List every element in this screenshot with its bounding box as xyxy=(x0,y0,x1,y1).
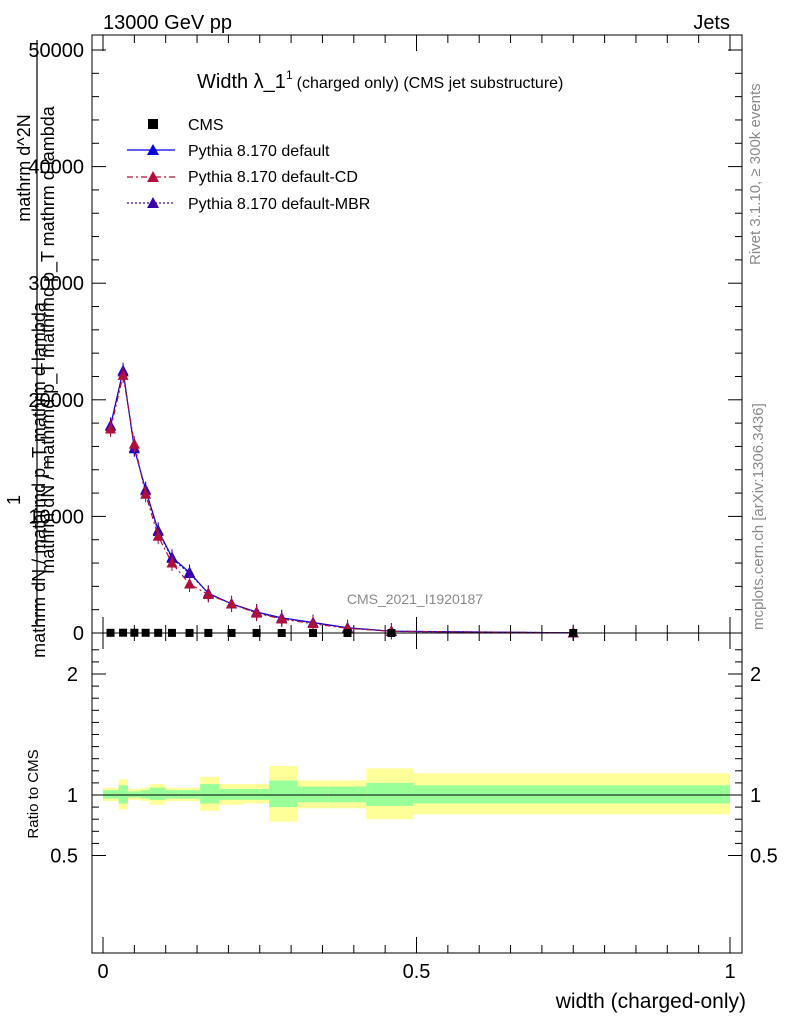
main-y-tick-label: 20000 xyxy=(28,390,84,412)
band-1sigma xyxy=(103,790,119,799)
legend-label-mbr: Pythia 8.170 default-MBR xyxy=(188,196,370,213)
point-pythia-8-170-default-cd xyxy=(251,607,263,618)
series-line-pythia-8-170-default-mbr xyxy=(109,371,574,634)
point-pythia-8-170-default-cd xyxy=(202,588,214,600)
band-1sigma xyxy=(244,788,270,800)
band-1sigma xyxy=(118,785,129,804)
ratio-ylabel: Ratio to CMS xyxy=(25,749,42,838)
rivet-label: Rivet 3.1.10, ≥ 300k events xyxy=(747,83,764,265)
point-pythia-8-170-default-cd xyxy=(117,369,129,380)
point-pythia-8-170-default-cd xyxy=(226,597,238,609)
header-left: 13000 GeV pp xyxy=(103,12,232,34)
point-pythia-8-170-default-cd xyxy=(166,557,178,568)
band-1sigma xyxy=(413,785,730,804)
band-1sigma xyxy=(128,791,141,798)
ratio-y-tick-label: 0.5 xyxy=(50,846,78,868)
ratio-y-tick-label: 2 xyxy=(67,664,78,686)
chart-title: Width λ_11 (charged only) (CMS jet substr… xyxy=(197,68,563,93)
chart-subtitle: (charged only) (CMS jet substructure) xyxy=(297,75,564,92)
band-1sigma xyxy=(178,790,201,799)
ratio-y-tick-label-right: 2 xyxy=(750,664,761,686)
legend-label-default: Pythia 8.170 default xyxy=(188,143,330,160)
band-1sigma xyxy=(297,786,329,803)
band-1sigma xyxy=(269,780,298,808)
x-axis-label: width (charged-only) xyxy=(555,990,746,1013)
analysis-label: CMS_2021_I1920187 xyxy=(347,591,483,607)
band-1sigma xyxy=(200,784,219,804)
ratio-x-axis: 0 0.5 1 xyxy=(97,633,736,983)
series-line-pythia-8-170-default xyxy=(109,370,574,634)
point-pythia-8-170-default-cd xyxy=(152,530,164,541)
legend-label-cd: Pythia 8.170 default-CD xyxy=(188,169,358,186)
x-tick-label: 0 xyxy=(97,961,108,983)
band-1sigma xyxy=(328,786,367,803)
point-pythia-8-170-default-cd xyxy=(105,422,117,434)
main-ylabel-main: mathrm dN / mathrmd p_T mathrm d lambda xyxy=(29,301,50,658)
point-pythia-8-170-default-cd xyxy=(140,488,152,499)
main-ylabel-top: 1 xyxy=(4,495,24,505)
band-1sigma xyxy=(150,787,166,800)
ratio-y-tick-label-right: 1 xyxy=(750,785,761,807)
main-ylabel-den: mathrm dN / mathrmd p_T mathrmd p_T math… xyxy=(38,105,59,573)
legend: CMS Pythia 8.170 default Pythia 8.170 de… xyxy=(127,117,370,213)
main-y-axis: 0 10000 20000 30000 40000 50000 xyxy=(28,40,742,645)
series-line-pythia-8-170-default-cd xyxy=(109,375,574,634)
main-y-tick-label: 0 xyxy=(73,623,84,645)
main-ylabel-num: mathrm d^2N xyxy=(14,114,34,221)
point-pythia-8-170-default-cd xyxy=(276,613,288,624)
header-right: Jets xyxy=(693,12,730,34)
main-y-tick-label: 10000 xyxy=(28,506,84,528)
ratio-y-tick-label-right: 0.5 xyxy=(750,846,778,868)
ratio-y-tick-label: 1 xyxy=(67,785,78,807)
main-y-tick-label: 30000 xyxy=(28,273,84,295)
point-pythia-8-170-default-cd xyxy=(307,617,319,629)
chart-title-main: Width λ_1 xyxy=(197,71,286,93)
legend-marker-mbr xyxy=(147,197,159,208)
chart-title-sup: 1 xyxy=(286,68,293,82)
band-1sigma xyxy=(218,788,245,800)
point-pythia-8-170-default-cd xyxy=(184,578,196,589)
point-pythia-8-170-default-mbr xyxy=(184,567,196,579)
mcplots-label: mcplots.cern.ch [arXiv:1306.3436] xyxy=(750,403,767,630)
x-tick-label: 1 xyxy=(724,961,735,983)
legend-marker-default xyxy=(147,144,159,155)
legend-marker-cd xyxy=(147,171,159,182)
legend-marker-cms xyxy=(148,119,158,129)
band-1sigma xyxy=(140,790,151,799)
band-1sigma xyxy=(165,790,179,799)
series-layer xyxy=(105,362,579,641)
point-pythia-8-170-default-cd xyxy=(128,438,140,449)
ratio-bands xyxy=(103,765,730,822)
x-tick-label: 0.5 xyxy=(403,961,431,983)
band-1sigma xyxy=(366,782,414,806)
main-y-tick-label: 40000 xyxy=(28,157,84,179)
main-y-tick-label: 50000 xyxy=(28,40,84,62)
ratio-y-axis: 0.5 0.5 1 1 2 2 xyxy=(50,649,778,868)
legend-label-cms: CMS xyxy=(188,117,224,134)
